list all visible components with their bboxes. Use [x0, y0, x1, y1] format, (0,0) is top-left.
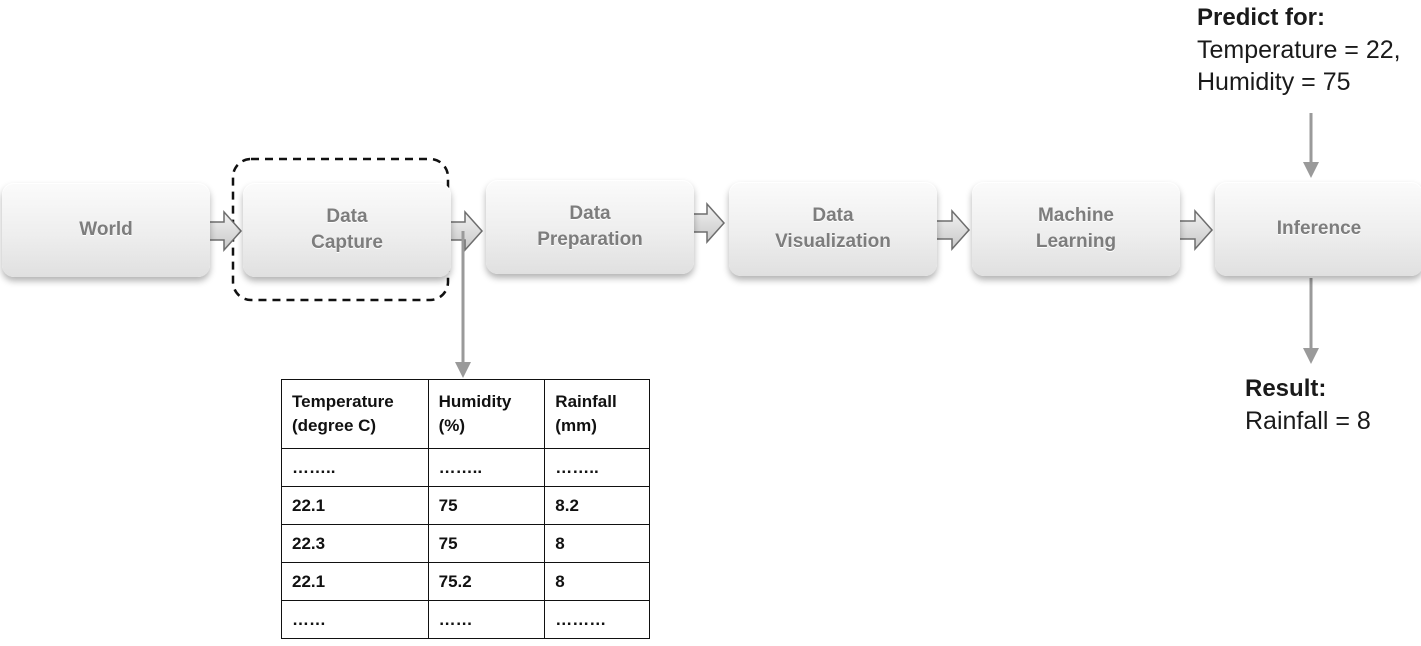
predict-humidity: Humidity = 75: [1197, 68, 1351, 96]
table-cell: 8: [544, 562, 650, 601]
stage-data-preparation: Data Preparation: [486, 180, 694, 274]
predict-note: Predict for: Temperature = 22, Humidity …: [1197, 2, 1401, 98]
table-cell: 22.1: [281, 486, 429, 525]
table-cell: 75.2: [427, 562, 546, 601]
table-cell: 75: [427, 486, 546, 525]
result-title: Result:: [1245, 375, 1327, 402]
table-cell: 22.1: [281, 562, 429, 601]
header-humidity: Humidity (%): [427, 379, 546, 449]
table-header-row: Temperature (degree C) Humidity (%) Rain…: [281, 379, 650, 449]
table-row: …… …… ………: [281, 600, 650, 639]
predict-temperature: Temperature = 22,: [1197, 36, 1401, 64]
table-cell: 8.2: [544, 486, 650, 525]
table-cell: ………: [544, 600, 650, 639]
table-cell: 75: [427, 524, 546, 563]
stage-data-preparation-label: Data Preparation: [537, 203, 643, 250]
table-cell: ……..: [281, 448, 429, 487]
table-cell: 8: [544, 524, 650, 563]
header-temperature: Temperature (degree C): [281, 379, 429, 449]
stage-inference: Inference: [1215, 182, 1421, 276]
stage-machine-learning-label: Machine Learning: [1035, 205, 1117, 252]
stage-data-visualization: Data Visualization: [729, 182, 937, 276]
table-cell: 22.3: [281, 524, 429, 563]
stage-data-visualization-label: Data Visualization: [775, 205, 891, 252]
arrow-capture-to-table: [455, 231, 471, 378]
predict-title: Predict for:: [1197, 4, 1326, 31]
table-row: 22.1 75 8.2: [281, 486, 650, 525]
table-row: …….. …….. ……..: [281, 448, 650, 487]
stage-data-capture-label: Data Capture: [311, 206, 383, 253]
table-cell: ……: [427, 600, 546, 639]
table-row: 22.3 75 8: [281, 524, 650, 563]
table-row: 22.1 75.2 8: [281, 562, 650, 601]
table-cell: ……: [281, 600, 429, 639]
arrow-inference-to-result: [1303, 278, 1319, 364]
stage-machine-learning: Machine Learning: [972, 182, 1180, 276]
stage-inference-label: Inference: [1276, 218, 1362, 239]
table-cell: ……..: [544, 448, 650, 487]
stage-world: World: [2, 183, 210, 277]
table-cell: ……..: [427, 448, 546, 487]
stage-data-capture: Data Capture: [243, 183, 451, 277]
header-rainfall: Rainfall (mm): [544, 379, 650, 449]
result-rainfall: Rainfall = 8: [1245, 407, 1371, 435]
captured-data-table: Temperature (degree C) Humidity (%) Rain…: [281, 379, 650, 639]
stage-world-label: World: [79, 219, 133, 240]
result-note: Result: Rainfall = 8: [1245, 373, 1371, 437]
arrow-predict-to-inference: [1303, 113, 1319, 178]
